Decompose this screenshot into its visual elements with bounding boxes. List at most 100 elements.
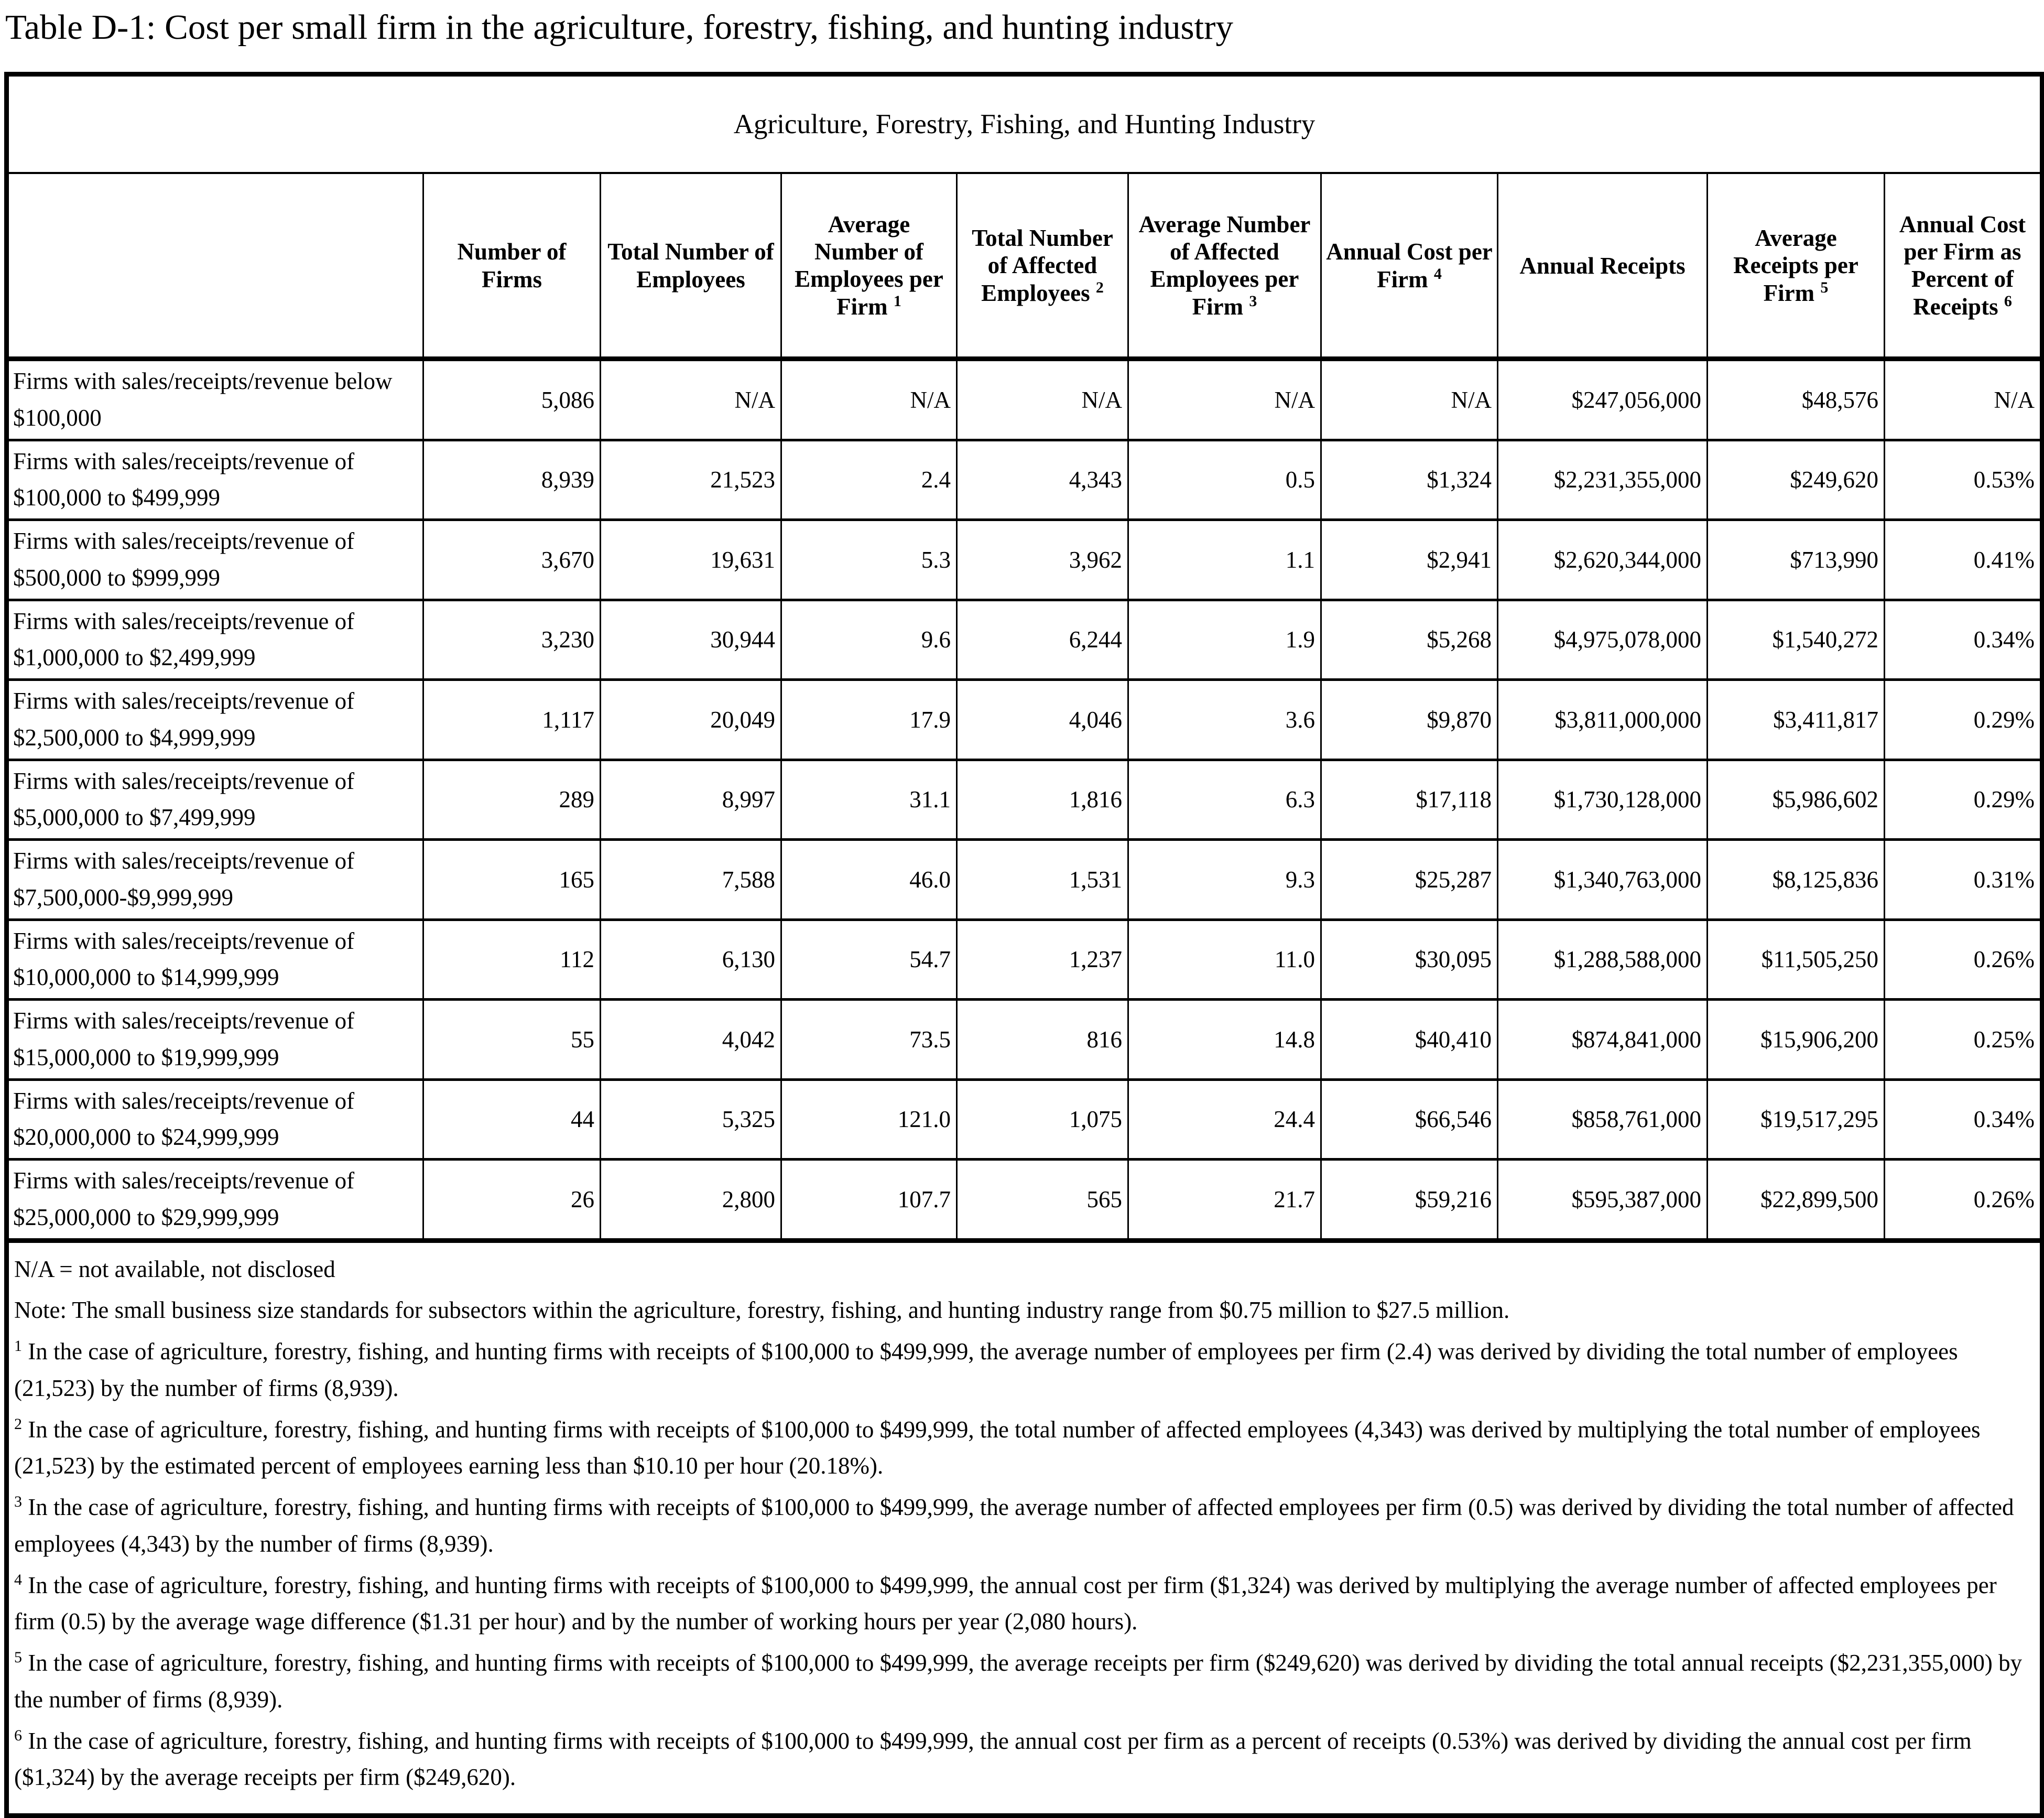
- cell-annual-cost-per-firm: $1,324: [1320, 438, 1498, 521]
- industry-header-row: Agriculture, Forestry, Fishing, and Hunt…: [6, 74, 2042, 174]
- col-avg-employees-per-firm: Average Number of Employees per Firm 1: [780, 172, 958, 361]
- table-row: Firms with sales/receipts/revenue of $10…: [6, 438, 2043, 521]
- footnote-number: 5: [14, 1649, 22, 1666]
- col-row-label-blank: [6, 172, 424, 361]
- col-footnote-ref: 1: [893, 292, 901, 310]
- cell-annual-cost-percent-receipts: 0.26%: [1884, 918, 2043, 1001]
- cell-total-affected-employees: 816: [956, 998, 1129, 1081]
- cell-annual-receipts: $1,288,588,000: [1497, 918, 1708, 1001]
- footnote-number: 1: [14, 1337, 22, 1355]
- cell-avg-employees-per-firm: 2.4: [780, 438, 958, 521]
- footnote-text: In the case of agriculture, forestry, fi…: [14, 1338, 1958, 1401]
- col-annual-receipts: Annual Receipts: [1497, 172, 1708, 361]
- cell-number-of-firms: 8,939: [422, 438, 601, 521]
- cell-avg-receipts-per-firm: $8,125,836: [1706, 838, 1885, 921]
- cell-total-affected-employees: 4,046: [956, 678, 1129, 761]
- cell-total-affected-employees: 1,237: [956, 918, 1129, 1001]
- cell-avg-affected-per-firm: N/A: [1127, 358, 1322, 441]
- cell-annual-cost-per-firm: $17,118: [1320, 758, 1498, 841]
- footnote-number: 3: [14, 1493, 22, 1510]
- cell-annual-receipts: $595,387,000: [1497, 1158, 1708, 1243]
- cell-annual-receipts: $874,841,000: [1497, 998, 1708, 1081]
- footnote-text: In the case of agriculture, forestry, fi…: [14, 1727, 1972, 1791]
- col-annual-cost-percent-receipts: Annual Cost per Firm as Percent of Recei…: [1884, 172, 2043, 361]
- cell-avg-affected-per-firm: 1.9: [1127, 598, 1322, 681]
- cell-annual-cost-per-firm: $66,546: [1320, 1078, 1498, 1161]
- cell-total-affected-employees: 6,244: [956, 598, 1129, 681]
- col-total-employees: Total Number of Employees: [600, 172, 782, 361]
- footnotes-row: N/A = not available, not disclosed Note:…: [7, 1240, 2042, 1816]
- cell-avg-receipts-per-firm: $1,540,272: [1706, 598, 1885, 681]
- cell-number-of-firms: 112: [422, 918, 601, 1001]
- cell-total-affected-employees: 3,962: [956, 518, 1129, 601]
- cell-annual-cost-per-firm: $9,870: [1320, 678, 1498, 761]
- col-label: Number of Firms: [457, 238, 567, 293]
- table-row: Firms with sales/receipts/revenue below …: [6, 358, 2043, 441]
- cell-annual-cost-percent-receipts: 0.29%: [1884, 678, 2043, 761]
- cell-avg-employees-per-firm: 5.3: [780, 518, 958, 601]
- footnotes-section: N/A = not available, not disclosed Note:…: [7, 1240, 2042, 1816]
- row-label: Firms with sales/receipts/revenue of $10…: [6, 918, 424, 1001]
- col-label: Average Number of Employees per Firm: [795, 211, 943, 320]
- cell-annual-cost-percent-receipts: 0.31%: [1884, 838, 2043, 921]
- cell-number-of-firms: 3,230: [422, 598, 601, 681]
- footnote-5: 5 In the case of agriculture, forestry, …: [14, 1645, 2030, 1718]
- col-footnote-ref: 3: [1249, 292, 1257, 310]
- cell-annual-cost-percent-receipts: 0.29%: [1884, 758, 2043, 841]
- column-header-row: Number of Firms Total Number of Employee…: [6, 172, 2043, 361]
- cell-annual-cost-percent-receipts: 0.34%: [1884, 598, 2043, 681]
- cell-avg-receipts-per-firm: $249,620: [1706, 438, 1885, 521]
- footnote-number: 6: [14, 1726, 22, 1744]
- table-row: Firms with sales/receipts/revenue of $10…: [6, 918, 2043, 1001]
- row-label: Firms with sales/receipts/revenue of $5,…: [6, 758, 424, 841]
- col-label: Annual Cost per Firm as Percent of Recei…: [1899, 211, 2026, 320]
- col-annual-cost-per-firm: Annual Cost per Firm 4: [1320, 172, 1498, 361]
- cell-number-of-firms: 289: [422, 758, 601, 841]
- cell-annual-receipts: $1,340,763,000: [1497, 838, 1708, 921]
- row-label: Firms with sales/receipts/revenue of $15…: [6, 998, 424, 1081]
- cell-total-employees: 21,523: [600, 438, 782, 521]
- na-legend: N/A = not available, not disclosed: [14, 1256, 335, 1282]
- cell-annual-receipts: $2,231,355,000: [1497, 438, 1708, 521]
- row-label: Firms with sales/receipts/revenue of $2,…: [6, 678, 424, 761]
- cell-number-of-firms: 165: [422, 838, 601, 921]
- cell-annual-receipts: $4,975,078,000: [1497, 598, 1708, 681]
- footnote-2: 2 In the case of agriculture, forestry, …: [14, 1412, 2030, 1485]
- cell-annual-receipts: $858,761,000: [1497, 1078, 1708, 1161]
- cell-avg-affected-per-firm: 21.7: [1127, 1158, 1322, 1243]
- table-row: Firms with sales/receipts/revenue of $20…: [6, 1078, 2043, 1161]
- cell-total-employees: N/A: [600, 358, 782, 441]
- cell-total-employees: 8,997: [600, 758, 782, 841]
- col-avg-receipts-per-firm: Average Receipts per Firm 5: [1706, 172, 1885, 361]
- table-row: Firms with sales/receipts/revenue of $1,…: [6, 598, 2043, 681]
- cell-avg-affected-per-firm: 14.8: [1127, 998, 1322, 1081]
- cell-avg-receipts-per-firm: $15,906,200: [1706, 998, 1885, 1081]
- cell-number-of-firms: 55: [422, 998, 601, 1081]
- cell-total-affected-employees: N/A: [956, 358, 1129, 441]
- cell-number-of-firms: 5,086: [422, 358, 601, 441]
- footnote-text: In the case of agriculture, forestry, fi…: [14, 1416, 1981, 1479]
- table-row: Firms with sales/receipts/revenue of $7,…: [6, 838, 2043, 921]
- cell-number-of-firms: 44: [422, 1078, 601, 1161]
- cell-avg-employees-per-firm: 9.6: [780, 598, 958, 681]
- cell-annual-cost-per-firm: $2,941: [1320, 518, 1498, 601]
- cell-total-affected-employees: 1,075: [956, 1078, 1129, 1161]
- col-label: Average Receipts per Firm: [1733, 224, 1858, 306]
- col-footnote-ref: 2: [1095, 278, 1104, 296]
- row-label: Firms with sales/receipts/revenue of $50…: [6, 518, 424, 601]
- cell-avg-receipts-per-firm: $3,411,817: [1706, 678, 1885, 761]
- cell-number-of-firms: 26: [422, 1158, 601, 1243]
- footnote-text: In the case of agriculture, forestry, fi…: [14, 1650, 2023, 1713]
- cell-avg-affected-per-firm: 6.3: [1127, 758, 1322, 841]
- col-label: Average Number of Affected Employees per…: [1138, 211, 1311, 320]
- footnote-number: 2: [14, 1415, 22, 1433]
- cell-annual-receipts: $247,056,000: [1497, 358, 1708, 441]
- col-label: Total Number of Affected Employees: [972, 224, 1113, 306]
- cell-annual-cost-percent-receipts: N/A: [1884, 358, 2043, 441]
- cell-total-affected-employees: 565: [956, 1158, 1129, 1243]
- table-row: Firms with sales/receipts/revenue of $5,…: [6, 758, 2043, 841]
- cell-annual-cost-percent-receipts: 0.41%: [1884, 518, 2043, 601]
- row-label: Firms with sales/receipts/revenue of $1,…: [6, 598, 424, 681]
- size-standards-note: Note: The small business size standards …: [14, 1297, 1510, 1324]
- footnote-4: 4 In the case of agriculture, forestry, …: [14, 1567, 2030, 1641]
